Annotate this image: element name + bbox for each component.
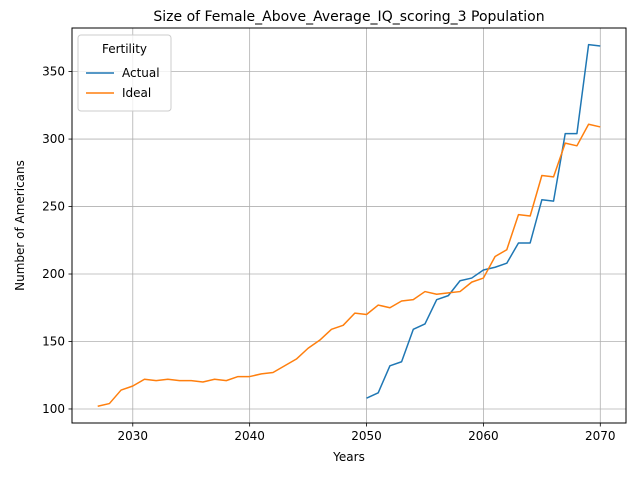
plot-frame bbox=[71, 27, 627, 424]
x-tick-label: 2070 bbox=[585, 429, 616, 443]
chart-title: Size of Female_Above_Average_IQ_scoring_… bbox=[153, 9, 544, 25]
y-axis-title: Number of Americans bbox=[13, 160, 27, 291]
y-tick-label: 200 bbox=[42, 267, 65, 281]
y-tick-label: 100 bbox=[42, 402, 65, 416]
legend-label-ideal: Ideal bbox=[122, 86, 151, 100]
legend-title: Fertility bbox=[102, 42, 147, 56]
grid bbox=[72, 28, 626, 423]
legend-label-actual: Actual bbox=[122, 66, 160, 80]
y-tick-label: 250 bbox=[42, 200, 65, 214]
legend: Fertility Actual Ideal bbox=[77, 34, 172, 112]
y-tick-label: 350 bbox=[42, 65, 65, 79]
y-tick-label: 150 bbox=[42, 334, 65, 348]
legend-box bbox=[77, 34, 172, 112]
series-lines bbox=[97, 43, 601, 408]
x-axis-title: Years bbox=[332, 450, 365, 464]
series-line-ideal bbox=[97, 123, 601, 408]
x-tick-label: 2060 bbox=[468, 429, 499, 443]
x-tick-label: 2030 bbox=[118, 429, 149, 443]
y-tick-label: 300 bbox=[42, 132, 65, 146]
x-tick-label: 2040 bbox=[234, 429, 265, 443]
x-tick-label: 2050 bbox=[351, 429, 382, 443]
axis-ticks: 2030 2040 2050 2060 2070 100 150 200 250 300 350 bbox=[42, 65, 615, 443]
